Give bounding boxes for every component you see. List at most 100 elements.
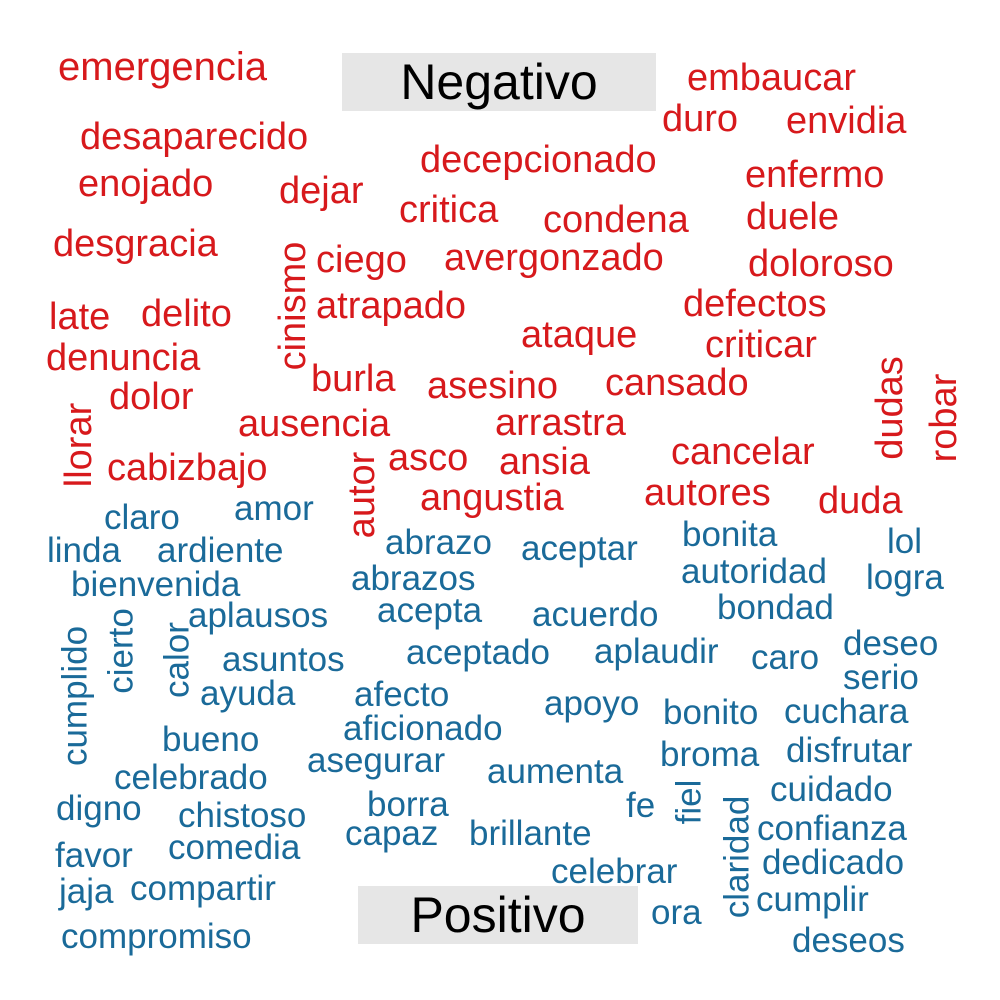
word: ataque — [521, 314, 637, 356]
word: angustia — [420, 477, 565, 519]
word: calor — [158, 622, 197, 698]
word: dudas — [869, 356, 911, 460]
word: deseo — [843, 624, 938, 663]
word: duele — [746, 196, 839, 238]
word: bienvenida — [71, 565, 241, 604]
word: acepta — [377, 591, 483, 630]
word: autor — [341, 451, 383, 538]
word: decepcionado — [420, 139, 657, 181]
word: duro — [662, 98, 738, 140]
word: autores — [644, 472, 771, 514]
word: bonito — [663, 693, 758, 732]
word: delito — [141, 293, 232, 335]
word: brillante — [469, 814, 592, 853]
word: serio — [843, 658, 919, 697]
word: logra — [866, 558, 944, 597]
word: ansia — [499, 441, 591, 483]
word: dolor — [109, 376, 194, 418]
word: apoyo — [544, 684, 639, 723]
word: disfrutar — [786, 731, 913, 770]
word: chistoso — [178, 796, 306, 835]
word: envidia — [786, 100, 907, 142]
word: llorar — [58, 402, 100, 487]
word: condena — [543, 199, 690, 241]
word: arrastra — [495, 402, 627, 444]
word: enfermo — [745, 154, 884, 196]
word: cabizbajo — [107, 447, 268, 489]
word: claro — [104, 498, 180, 537]
word: fe — [626, 786, 655, 825]
word: emergencia — [58, 45, 268, 89]
word: afecto — [354, 675, 449, 714]
word: aceptado — [406, 633, 550, 672]
word: abrazo — [385, 523, 492, 562]
word: cierto — [102, 608, 141, 694]
word: amor — [234, 489, 314, 528]
word: embaucar — [687, 57, 856, 99]
word: ora — [651, 893, 702, 932]
word: avergonzado — [444, 237, 664, 279]
word: lol — [887, 522, 922, 561]
word: ciego — [316, 239, 407, 281]
word: dedicado — [762, 843, 904, 882]
word: defectos — [683, 283, 827, 325]
word: compartir — [130, 869, 276, 908]
word: bueno — [162, 720, 259, 759]
word: claridad — [718, 796, 757, 919]
word: doloroso — [748, 243, 894, 285]
word: cumplido — [56, 626, 95, 766]
word: fiel — [670, 780, 709, 825]
word: criticar — [705, 324, 817, 366]
word: burla — [311, 358, 396, 400]
word: abrazos — [351, 559, 476, 598]
word: denuncia — [46, 337, 201, 379]
word: aplaudir — [594, 632, 719, 671]
word: linda — [47, 531, 121, 570]
word: borra — [367, 785, 449, 824]
group-label-background — [342, 53, 656, 111]
word: comedia — [168, 828, 301, 867]
word: desaparecido — [80, 116, 308, 158]
word: favor — [55, 836, 133, 875]
word: deseos — [792, 921, 905, 960]
word: celebrado — [114, 758, 268, 797]
word: bondad — [717, 588, 834, 627]
group-label: Negativo — [400, 54, 597, 110]
word: jaja — [58, 872, 114, 911]
word: late — [49, 296, 110, 338]
word: acuerdo — [532, 595, 658, 634]
group-label: Positivo — [410, 887, 585, 943]
word: critica — [399, 189, 499, 231]
word: cansado — [605, 362, 749, 404]
word: caro — [751, 638, 819, 677]
word: enojado — [78, 163, 213, 205]
group-label-background — [358, 886, 638, 944]
word: cuidado — [770, 770, 893, 809]
word: robar — [923, 373, 965, 462]
word: compromiso — [61, 917, 252, 956]
word: dejar — [279, 170, 364, 212]
word: aficionado — [343, 709, 503, 748]
word: digno — [56, 789, 142, 828]
word: asco — [388, 437, 468, 479]
word: bonita — [682, 515, 778, 554]
word: aceptar — [521, 529, 638, 568]
word: confianza — [757, 809, 907, 848]
word: atrapado — [316, 285, 466, 327]
word: desgracia — [53, 223, 219, 265]
word: celebrar — [551, 852, 678, 891]
word: ardiente — [157, 531, 283, 570]
word: ausencia — [238, 403, 391, 445]
word: asegurar — [307, 741, 445, 780]
word: cancelar — [671, 431, 815, 473]
word: cinismo — [272, 242, 314, 371]
word: capaz — [345, 814, 438, 853]
word: aplausos — [188, 596, 328, 635]
word: asuntos — [222, 640, 345, 679]
word: duda — [818, 480, 903, 522]
word: autoridad — [681, 552, 827, 591]
word: ayuda — [200, 674, 296, 713]
